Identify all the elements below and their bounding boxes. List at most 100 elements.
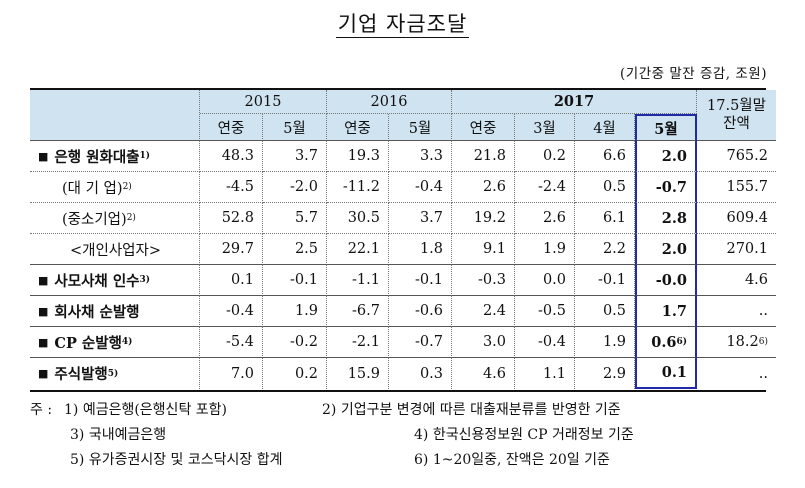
table-cell: 2.2 — [575, 234, 635, 265]
table-cell: 2.5 — [263, 234, 327, 265]
header-year-2016: 2016 — [327, 90, 452, 114]
bullet-icon: ■ — [38, 335, 49, 349]
footnotes: 주 : 1) 예금은행(은행신탁 포함) 2) 기업구분 변경에 따른 대출재분… — [30, 398, 790, 473]
table-cell: -0.4 — [515, 327, 575, 358]
header-balance-line1: 17.5월말 — [707, 98, 766, 114]
table-cell: 4.6 — [452, 358, 515, 389]
table-cell: 1.8 — [389, 234, 452, 265]
document-title: 기업 자금조달 — [335, 12, 470, 38]
header-2015-annual: 연중 — [200, 114, 263, 141]
row-label-smes: (중소기업) 2) — [30, 203, 200, 234]
table-cell: 15.9 — [327, 358, 389, 389]
table-cell: 48.3 — [200, 141, 263, 172]
table-cell-balance: 4.6 — [697, 265, 776, 296]
table-cell: 30.5 — [327, 203, 389, 234]
bullet-icon: ■ — [38, 367, 49, 380]
table-cell-highlight: -0.0 — [635, 265, 697, 296]
table-cell-balance: .. — [697, 296, 776, 327]
footnote-4: 4) 한국신용정보원 CP 거래정보 기준 — [414, 427, 634, 443]
table-cell: -5.4 — [200, 327, 263, 358]
table-cell: 52.8 — [200, 203, 263, 234]
table-cell: -0.3 — [452, 265, 515, 296]
table-cell: -4.5 — [200, 172, 263, 203]
table-cell: 1.9 — [575, 327, 635, 358]
table-cell-highlight: 0.1 — [635, 358, 697, 389]
table-cell: -0.1 — [575, 265, 635, 296]
bullet-icon: ■ — [38, 304, 49, 318]
table-cell: 2.9 — [575, 358, 635, 389]
header-balance: 17.5월말 잔액 — [697, 90, 776, 141]
table-cell: 21.8 — [452, 141, 515, 172]
header-balance-line2: 잔액 — [723, 116, 750, 132]
table-cell-highlight: 2.8 — [635, 203, 697, 234]
table-cell-highlight: -0.7 — [635, 172, 697, 203]
table-cell: 7.0 — [200, 358, 263, 389]
table-cell: 2.6 — [452, 172, 515, 203]
table-cell: 3.3 — [389, 141, 452, 172]
table-cell: -6.7 — [327, 296, 389, 327]
table-cell: 0.1 — [200, 265, 263, 296]
table-cell-highlight: 0.6 6) — [635, 327, 697, 358]
table-cell-balance: 270.1 — [697, 234, 776, 265]
table-cell: -0.4 — [389, 172, 452, 203]
table-cell: -0.2 — [263, 327, 327, 358]
header-2016-may: 5월 — [389, 114, 452, 141]
bullet-icon: ■ — [38, 149, 49, 163]
header-2017-annual: 연중 — [452, 114, 515, 141]
table-cell: 0.0 — [515, 265, 575, 296]
table-cell: 3.7 — [389, 203, 452, 234]
table-cell: -1.1 — [327, 265, 389, 296]
table-cell: 22.1 — [327, 234, 389, 265]
table-cell-balance: 155.7 — [697, 172, 776, 203]
table-cell: 0.3 — [389, 358, 452, 389]
table-cell-balance: .. — [758, 365, 768, 382]
table-cell: -0.5 — [515, 296, 575, 327]
table-cell: 1.9 — [515, 234, 575, 265]
table-cell: 6.1 — [575, 203, 635, 234]
header-year-2017: 2017 — [452, 90, 697, 114]
table-cell: 2.4 — [452, 296, 515, 327]
row-label-private-placement: ■ 사모사채 인수 3) — [30, 265, 200, 296]
table-cell: 0.5 — [575, 296, 635, 327]
header-2017-mar: 3월 — [515, 114, 575, 141]
row-label-bank-loans: ■ 은행 원화대출 1) — [30, 141, 200, 172]
table-cell: -2.4 — [515, 172, 575, 203]
table-cell: 9.1 — [452, 234, 515, 265]
table-cell: 0.2 — [263, 358, 327, 389]
table-cell: 29.7 — [200, 234, 263, 265]
header-year-2015: 2015 — [200, 90, 327, 114]
table-cell: 2.6 — [515, 203, 575, 234]
header-2017-may: 5월 — [635, 114, 697, 141]
table-cell: -0.1 — [389, 265, 452, 296]
bullet-icon: ■ — [38, 273, 49, 287]
table-cell: -0.4 — [200, 296, 263, 327]
table-cell: -2.1 — [327, 327, 389, 358]
table-cell: 5.7 — [263, 203, 327, 234]
row-label-sole-proprietors: <개인사업자> — [30, 234, 200, 265]
footnote-prefix: 주 : — [30, 402, 53, 418]
table-cell: 1.9 — [263, 296, 327, 327]
table-cell-balance: 609.4 — [697, 203, 776, 234]
footnote-2: 2) 기업구분 변경에 따른 대출재분류를 반영한 기준 — [322, 402, 621, 418]
row-label-corporate-bonds: ■ 회사채 순발행 — [30, 296, 200, 327]
table-cell-highlight: 1.7 — [635, 296, 697, 327]
row-label-cp: ■ CP 순발행 4) — [30, 327, 200, 358]
table-cell: 19.3 — [327, 141, 389, 172]
table-cell: 3.0 — [452, 327, 515, 358]
unit-label: (기간중 말잔 증감, 조원) — [620, 66, 767, 82]
header-2017-apr: 4월 — [575, 114, 635, 141]
table-cell: 0.5 — [575, 172, 635, 203]
footnote-1: 1) 예금은행(은행신탁 포함) — [64, 402, 227, 418]
table-cell-highlight: 2.0 — [635, 141, 697, 172]
table-cell: -0.6 — [389, 296, 452, 327]
funding-table: 2015 2016 2017 17.5월말 잔액 연중 5월 연중 5월 연중 … — [30, 88, 776, 392]
footnote-3: 3) 국내예금은행 — [70, 427, 167, 443]
table-cell-balance: 765.2 — [697, 141, 776, 172]
table-cell: 19.2 — [452, 203, 515, 234]
table-cell: -11.2 — [327, 172, 389, 203]
table-cell: -0.1 — [263, 265, 327, 296]
table-cell: 1.1 — [515, 358, 575, 389]
table-cell: -2.0 — [263, 172, 327, 203]
table-cell: -0.7 — [389, 327, 452, 358]
footnote-6: 6) 1~20일중, 잔액은 20일 기준 — [414, 452, 610, 468]
